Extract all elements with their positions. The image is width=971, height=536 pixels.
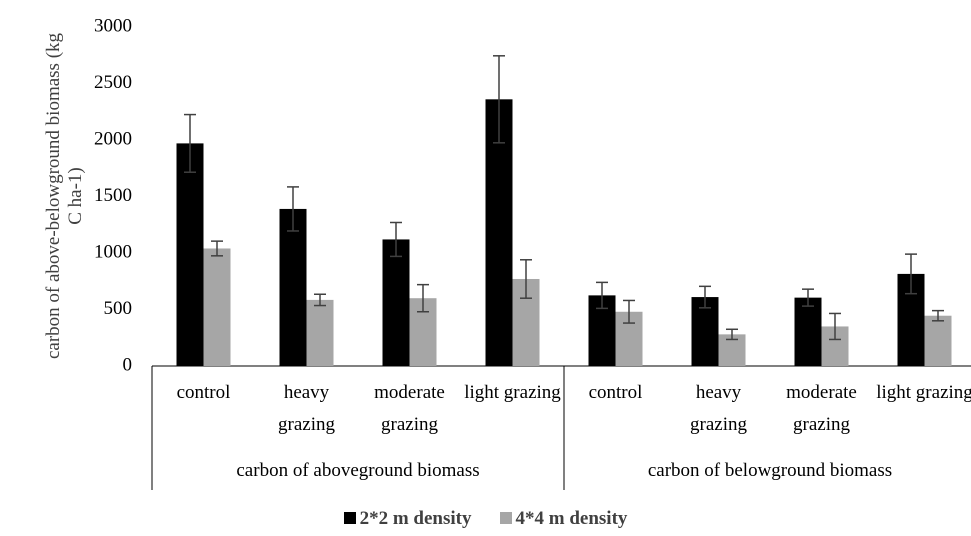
x-tick-label: moderate grazing xyxy=(786,382,857,435)
y-tick-label: 1500 xyxy=(94,185,132,206)
legend-swatch xyxy=(343,512,356,524)
y-tick-label: 3000 xyxy=(94,15,132,36)
bar xyxy=(382,239,410,366)
x-tick-label: control xyxy=(588,382,643,403)
x-tick-label: light grazing xyxy=(876,382,971,403)
legend-item: 4*4 m density xyxy=(499,508,628,530)
bar xyxy=(924,315,952,366)
bar xyxy=(794,297,822,366)
legend-label: 2*2 m density xyxy=(359,508,472,529)
bar xyxy=(485,99,513,366)
x-tick-label: heavy grazing xyxy=(278,382,335,435)
y-tick-label: 2500 xyxy=(94,72,132,93)
legend-item: 2*2 m density xyxy=(343,508,472,530)
x-tick-label: control xyxy=(176,382,231,403)
bar xyxy=(306,299,334,366)
y-tick-label: 2000 xyxy=(94,128,132,149)
y-tick-label: 500 xyxy=(104,298,133,319)
bar xyxy=(279,208,307,366)
bar xyxy=(691,297,719,366)
group-label: carbon of aboveground biomass xyxy=(236,460,480,481)
y-tick-label: 0 xyxy=(123,354,133,375)
legend-swatch xyxy=(499,512,512,524)
bar xyxy=(203,248,231,366)
legend: 2*2 m density 4*4 m density xyxy=(0,508,971,530)
y-tick-label: 1000 xyxy=(94,241,132,262)
x-tick-label: light grazing xyxy=(464,382,561,403)
group-label: carbon of belowground biomass xyxy=(647,460,893,481)
bar xyxy=(176,143,204,366)
x-tick-label: heavy grazing xyxy=(690,382,747,435)
legend-label: 4*4 m density xyxy=(515,508,628,529)
y-axis-label: carbon of above-belowground biomass (kg … xyxy=(43,32,86,360)
x-tick-label: moderate grazing xyxy=(374,382,445,435)
